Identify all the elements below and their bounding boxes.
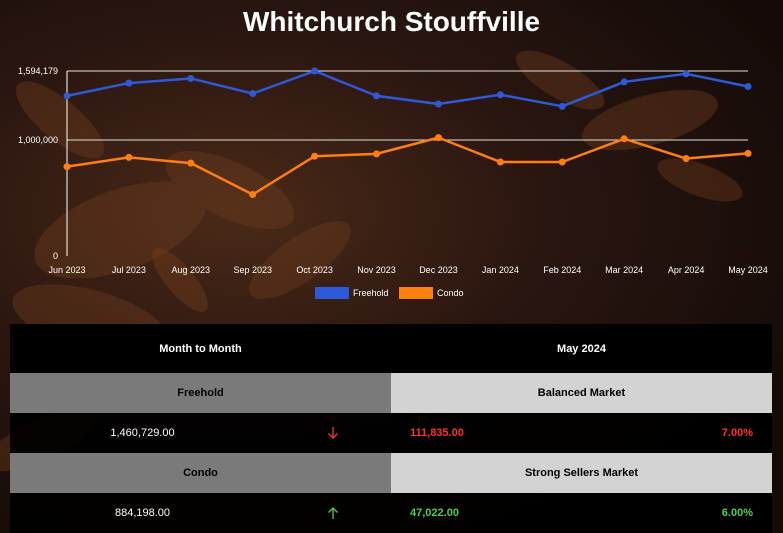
x-tick-label: Dec 2023 <box>419 265 458 275</box>
data-point-condo <box>311 152 319 160</box>
line-chart: 0 1,000,000 1,594,179 Jun 2023 Jul 2023 Aug … <box>18 66 767 299</box>
x-tick-label: Jan 2024 <box>482 265 519 275</box>
data-point-condo <box>496 158 504 166</box>
month-to-month-header: Month to Month <box>159 342 242 355</box>
data-point-freehold <box>434 100 442 108</box>
series-layer <box>63 67 752 198</box>
y-axis-ticks: 0 1,000,000 1,594,179 <box>18 66 58 261</box>
condo-header-row: Condo Strong Sellers Market <box>10 453 772 493</box>
freehold-values-row: 1,460,729.00 111,835.00 7.00% <box>10 413 772 453</box>
freehold-price: 1,460,729.00 <box>110 427 175 439</box>
page-title: Whitchurch Stouffville <box>242 6 541 37</box>
x-tick-label: Oct 2023 <box>296 265 333 275</box>
legend-label-freehold: Freehold <box>353 288 389 298</box>
data-point-freehold <box>682 70 690 78</box>
series-line-freehold <box>66 69 749 108</box>
series-line-condo <box>66 136 749 196</box>
data-point-freehold <box>187 74 195 82</box>
x-tick-label: Feb 2024 <box>543 265 581 275</box>
x-tick-label: Nov 2023 <box>357 265 396 275</box>
y-tick-label: 1,000,000 <box>18 135 58 145</box>
market-summary-panel: Month to Month May 2024 Freehold Balance… <box>10 324 772 533</box>
data-point-condo <box>434 134 442 142</box>
data-point-condo <box>682 155 690 163</box>
freehold-change: 111,835.00 <box>410 427 464 439</box>
freehold-market-status: Balanced Market <box>391 373 772 413</box>
x-tick-label: Mar 2024 <box>605 265 643 275</box>
data-point-condo <box>125 153 133 161</box>
legend: Freehold Condo <box>315 287 464 299</box>
arrow-up-icon <box>275 493 391 533</box>
data-point-freehold <box>311 67 319 75</box>
x-tick-label: Sep 2023 <box>233 265 272 275</box>
condo-market-status: Strong Sellers Market <box>391 453 772 493</box>
data-point-freehold <box>125 79 133 87</box>
data-point-condo <box>63 163 71 171</box>
data-point-freehold <box>496 91 504 99</box>
data-point-freehold <box>620 78 628 86</box>
y-tick-label: 1,594,179 <box>18 66 58 76</box>
summary-header-row: Month to Month May 2024 <box>10 324 772 373</box>
data-point-freehold <box>558 102 566 110</box>
data-point-condo <box>620 135 628 143</box>
freehold-percent: 7.00% <box>721 427 753 439</box>
x-axis-ticks: Jun 2023 Jul 2023 Aug 2023 Sep 2023 Oct 2023… <box>48 265 767 275</box>
legend-label-condo: Condo <box>437 288 464 298</box>
data-point-condo <box>187 159 195 167</box>
condo-label: Condo <box>10 453 391 493</box>
data-point-freehold <box>249 90 257 98</box>
x-tick-label: Apr 2024 <box>668 265 705 275</box>
condo-values-row: 884,198.00 47,022.00 6.00% <box>10 493 772 533</box>
data-point-condo <box>249 190 257 198</box>
x-tick-label: May 2024 <box>728 265 768 275</box>
legend-swatch-condo <box>399 287 433 299</box>
condo-price: 884,198.00 <box>114 507 171 519</box>
data-point-condo <box>373 150 381 158</box>
condo-change: 47,022.00 <box>410 507 459 519</box>
data-point-condo <box>744 149 752 157</box>
data-point-condo <box>558 158 566 166</box>
freehold-header-row: Freehold Balanced Market <box>10 373 772 413</box>
arrow-down-icon <box>275 413 391 453</box>
month-header: May 2024 <box>557 342 606 355</box>
data-point-freehold <box>373 92 381 100</box>
y-tick-label: 0 <box>53 251 58 261</box>
x-tick-label: Jul 2023 <box>112 265 146 275</box>
freehold-label: Freehold <box>10 373 391 413</box>
condo-percent: 6.00% <box>721 507 753 519</box>
data-point-freehold <box>744 82 752 90</box>
legend-swatch-freehold <box>315 287 349 299</box>
x-tick-label: Jun 2023 <box>48 265 85 275</box>
data-point-freehold <box>63 92 71 100</box>
x-tick-label: Aug 2023 <box>172 265 211 275</box>
